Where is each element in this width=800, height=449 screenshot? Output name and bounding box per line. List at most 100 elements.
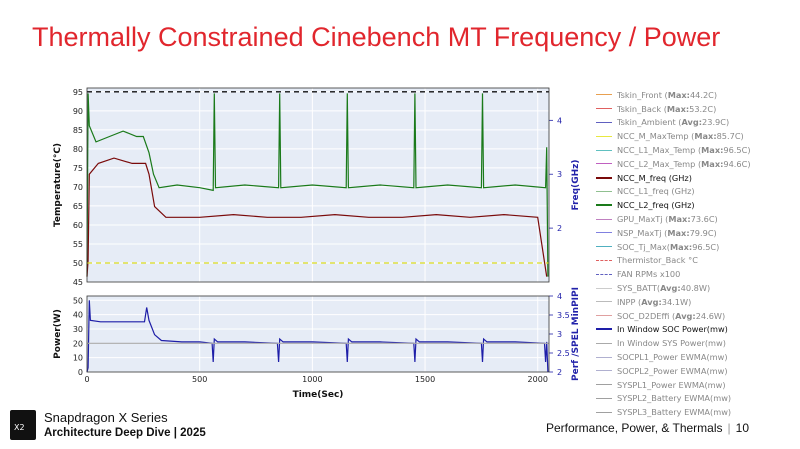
legend-label: Tskin_Ambient (Avg:23.9C) — [617, 117, 730, 128]
y-tick-label: 45 — [73, 278, 83, 287]
legend-label: SYS_BATT(Avg:40.8W) — [617, 283, 711, 294]
y-tick-label: 65 — [73, 202, 83, 211]
legend-item[interactable]: INPP (Avg:34.1W) — [596, 295, 796, 309]
series-line — [86, 93, 549, 277]
legend-swatch — [596, 315, 612, 317]
footer-deck: Architecture Deep Dive | 2025 — [44, 427, 206, 439]
legend-label: SYSPL1_Power EWMA(mw) — [617, 379, 726, 390]
legend-item[interactable]: In Window SOC Power(mw) — [596, 323, 796, 337]
y2-axis-title: Freq(GHz) — [571, 160, 581, 211]
y-tick-label: 10 — [73, 354, 83, 363]
x-tick-label: 1500 — [415, 375, 435, 384]
x-tick-label: 1000 — [302, 375, 322, 384]
footer-section-label: Performance, Power, & Thermals — [546, 421, 723, 435]
legend-item[interactable]: Tskin_Ambient (Avg:23.9C) — [596, 116, 796, 130]
legend-swatch — [596, 176, 612, 179]
legend-item[interactable]: Tskin_Back (Max:53.2C) — [596, 102, 796, 116]
x-tick-label: 500 — [192, 375, 207, 384]
y2-tick-label: 2 — [557, 368, 562, 377]
legend-swatch — [596, 370, 612, 372]
legend-label: In Window SOC Power(mw) — [617, 324, 728, 335]
legend-swatch — [596, 204, 612, 207]
legend-swatch — [596, 163, 612, 165]
legend-item[interactable]: NCC_L1_Max_Temp (Max:96.5C) — [596, 143, 796, 157]
legend-label: GPU_MaxTj (Max:73.6C) — [617, 214, 718, 225]
y-tick-label: 70 — [73, 183, 83, 192]
legend-item[interactable]: FAN RPMs x100 — [596, 267, 796, 281]
legend-label: NCC_L2_freq (GHz) — [617, 200, 695, 211]
y-axis-title: Power(W) — [53, 309, 63, 359]
legend-swatch — [596, 342, 612, 344]
x-tick-label: 0 — [84, 375, 89, 384]
legend-item[interactable]: NSP_MaxTj (Max:79.9C) — [596, 226, 796, 240]
y-tick-label: 40 — [73, 311, 83, 320]
legend-swatch — [596, 135, 612, 137]
legend-label: SOCPL2_Power EWMA(mw) — [617, 365, 728, 376]
y2-tick-label: 4 — [557, 292, 562, 301]
legend-item[interactable]: SYS_BATT(Avg:40.8W) — [596, 281, 796, 295]
y2-tick-label: 3 — [557, 330, 562, 339]
legend-item[interactable]: NCC_M_MaxTemp (Max:85.7C) — [596, 129, 796, 143]
footer-series: Snapdragon X Series — [44, 410, 168, 425]
y-tick-label: 50 — [73, 259, 83, 268]
legend-item[interactable]: SYSPL1_Power EWMA(mw) — [596, 378, 796, 392]
legend-swatch — [596, 356, 612, 358]
legend-swatch — [596, 149, 612, 151]
slide-title: Thermally Constrained Cinebench MT Frequ… — [32, 22, 721, 52]
y-tick-label: 60 — [73, 221, 83, 230]
y-tick-label: 95 — [73, 88, 83, 97]
legend-item[interactable]: NCC_L2_freq (GHz) — [596, 198, 796, 212]
legend-swatch — [596, 121, 612, 123]
legend-label: NCC_L2_Max_Temp (Max:94.6C) — [617, 158, 751, 169]
legend-label: Tskin_Back (Max:53.2C) — [617, 103, 717, 114]
y-tick-label: 50 — [73, 296, 83, 305]
plot-frame — [86, 87, 550, 283]
legend-swatch — [596, 273, 612, 275]
legend-label: FAN RPMs x100 — [617, 269, 681, 280]
legend-swatch — [596, 190, 612, 192]
legend-item[interactable]: SOC_D2DEffi (Avg:24.6W) — [596, 309, 796, 323]
legend-item[interactable]: NCC_M_freq (GHz) — [596, 171, 796, 185]
legend-item[interactable]: NCC_L2_Max_Temp (Max:94.6C) — [596, 157, 796, 171]
legend-item[interactable]: Tskin_Front (Max:44.2C) — [596, 88, 796, 102]
legend-label: SYSPL3_Battery EWMA(mw) — [617, 407, 732, 418]
legend-item[interactable]: SYSPL2_Battery EWMA(mw) — [596, 392, 796, 406]
legend: Tskin_Front (Max:44.2C) Tskin_Back (Max:5… — [596, 88, 796, 419]
legend-label: NCC_L1_Max_Temp (Max:96.5C) — [617, 145, 751, 156]
y2-tick-label: 2.5 — [557, 349, 570, 358]
legend-swatch — [596, 397, 612, 399]
legend-label: NSP_MaxTj (Max:79.9C) — [617, 227, 717, 238]
legend-label: NCC_L1_freq (GHz) — [617, 186, 695, 197]
series-line — [86, 157, 548, 277]
legend-swatch — [596, 94, 612, 96]
legend-item[interactable]: SOC_Tj_Max(Max:96.5C) — [596, 240, 796, 254]
legend-item[interactable]: SOCPL2_Power EWMA(mw) — [596, 364, 796, 378]
plot-background — [87, 296, 549, 372]
legend-label: NCC_M_MaxTemp (Max:85.7C) — [617, 131, 744, 142]
legend-label: INPP (Avg:34.1W) — [617, 296, 692, 307]
y2-tick-label: 2 — [557, 224, 562, 233]
legend-swatch — [596, 259, 612, 261]
y2-tick-label: 4 — [557, 116, 562, 125]
legend-label: SYSPL2_Battery EWMA(mw) — [617, 393, 732, 404]
y-tick-label: 85 — [73, 126, 83, 135]
y2-tick-label: 3 — [557, 170, 562, 179]
legend-item[interactable]: SOCPL1_Power EWMA(mw) — [596, 350, 796, 364]
legend-label: NCC_M_freq (GHz) — [617, 172, 692, 183]
legend-swatch — [596, 108, 612, 110]
y-tick-label: 90 — [73, 107, 83, 116]
legend-label: Thermistor_Back °C — [617, 255, 698, 266]
legend-item[interactable]: In Window SYS Power(mw) — [596, 336, 796, 350]
y-tick-label: 20 — [73, 339, 83, 348]
y2-axis-title: Perf /SPEL MinPIPI — [571, 287, 581, 381]
legend-label: Tskin_Front (Max:44.2C) — [617, 89, 718, 100]
legend-swatch — [596, 328, 612, 331]
legend-item[interactable]: NCC_L1_freq (GHz) — [596, 185, 796, 199]
legend-swatch — [596, 218, 612, 220]
legend-item[interactable]: SYSPL3_Battery EWMA(mw) — [596, 405, 796, 419]
y-tick-label: 75 — [73, 164, 83, 173]
legend-item[interactable]: GPU_MaxTj (Max:73.6C) — [596, 212, 796, 226]
legend-item[interactable]: Thermistor_Back °C — [596, 254, 796, 268]
legend-swatch — [596, 384, 612, 386]
